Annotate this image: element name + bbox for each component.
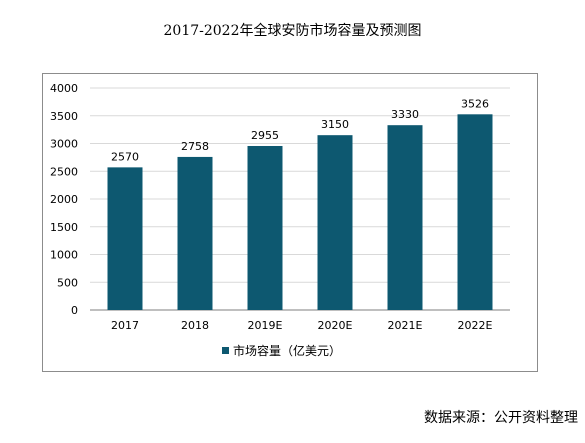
legend-swatch — [222, 347, 229, 354]
y-tick-label: 0 — [71, 304, 78, 317]
x-tick-label: 2017 — [111, 319, 139, 332]
bar-2021E — [387, 125, 423, 310]
y-tick-label: 500 — [57, 276, 78, 289]
legend-label: 市场容量（亿美元） — [233, 343, 341, 358]
x-tick-label: 2021E — [388, 319, 423, 332]
bar-2018 — [177, 156, 213, 310]
data-label: 3526 — [461, 97, 489, 110]
bar-2020E — [317, 135, 353, 310]
y-tick-label: 1500 — [50, 221, 78, 234]
data-label: 3150 — [321, 118, 349, 131]
data-label: 2758 — [181, 140, 209, 153]
chart-title: 2017-2022年全球安防市场容量及预测图 — [163, 23, 422, 39]
x-tick-label: 2022E — [458, 319, 493, 332]
y-tick-label: 3000 — [50, 138, 78, 151]
y-tick-label: 2000 — [50, 193, 78, 206]
data-label: 2955 — [251, 129, 279, 142]
data-label: 2570 — [111, 150, 139, 163]
x-tick-label: 2020E — [318, 319, 353, 332]
x-tick-label: 2019E — [248, 319, 283, 332]
y-tick-label: 3500 — [50, 110, 78, 123]
y-tick-label: 4000 — [50, 82, 78, 95]
source-note: 数据来源：公开资料整理 — [424, 410, 578, 426]
y-tick-label: 1000 — [50, 249, 78, 262]
data-label: 3330 — [391, 108, 419, 121]
bar-2022E — [457, 114, 493, 310]
bar-2019E — [247, 145, 283, 310]
y-tick-label: 2500 — [50, 165, 78, 178]
bar-2017 — [107, 167, 143, 310]
x-tick-label: 2018 — [181, 319, 209, 332]
